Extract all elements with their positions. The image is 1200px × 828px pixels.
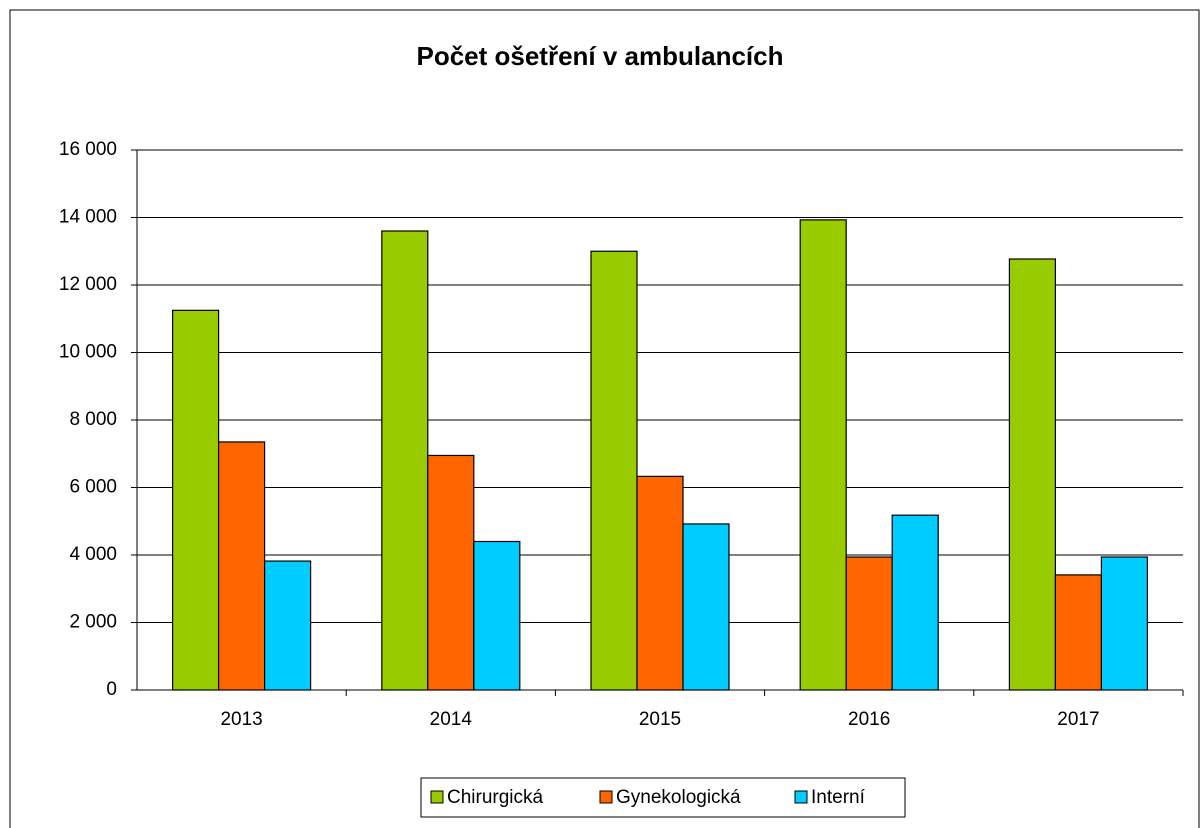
- bar: [264, 560, 312, 691]
- bar: [172, 309, 220, 691]
- bar: [636, 475, 684, 691]
- bar: [381, 230, 429, 691]
- y-tick-label: 8 000: [69, 409, 117, 430]
- x-tick-label: 2013: [220, 709, 262, 730]
- y-tick-label: 12 000: [59, 274, 117, 295]
- bar: [1054, 574, 1103, 691]
- y-tick-label: 6 000: [69, 477, 117, 498]
- y-tick-label: 2 000: [69, 612, 117, 633]
- bar: [682, 523, 730, 691]
- bar: [427, 454, 475, 691]
- bar: [590, 250, 638, 691]
- bar: [845, 556, 893, 691]
- legend-swatch: [430, 790, 444, 804]
- legend-swatch: [599, 790, 613, 804]
- x-tick-label: 2016: [848, 709, 890, 730]
- legend-label: Gynekologická: [616, 787, 741, 808]
- bar: [891, 514, 939, 691]
- y-tick-label: 10 000: [59, 342, 117, 363]
- bar: [1100, 556, 1149, 691]
- y-tick-label: 14 000: [59, 207, 117, 228]
- x-tick-label: 2014: [430, 709, 473, 730]
- x-tick-label: 2015: [639, 709, 681, 730]
- bar: [473, 540, 521, 691]
- legend-swatch: [794, 790, 808, 804]
- legend-label: Chirurgická: [447, 787, 544, 808]
- legend-label: Interní: [811, 787, 866, 808]
- legend-box: [420, 777, 906, 818]
- bar: [218, 441, 266, 691]
- y-tick-label: 0: [106, 679, 117, 700]
- x-tick-label: 2017: [1057, 709, 1099, 730]
- bar: [799, 219, 847, 691]
- y-tick-label: 16 000: [59, 139, 117, 160]
- chart-title: Počet ošetření v ambulancích: [416, 41, 783, 71]
- bar: [1008, 258, 1057, 691]
- y-tick-label: 4 000: [69, 544, 117, 565]
